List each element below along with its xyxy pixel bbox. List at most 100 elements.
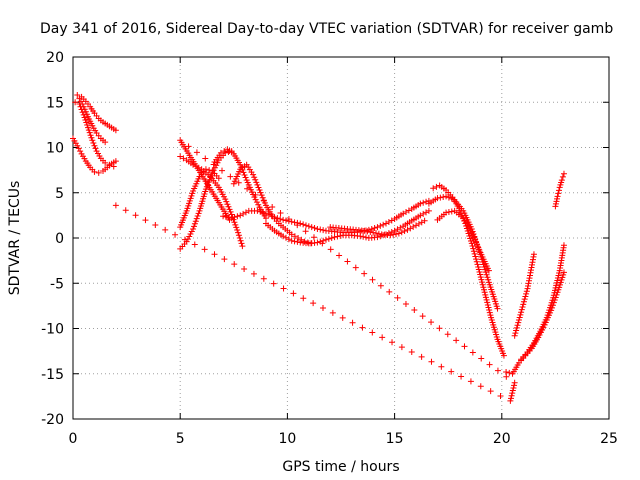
data-point-interp: [402, 300, 409, 307]
data-point-interp: [252, 176, 259, 183]
data-point-interp: [407, 225, 414, 232]
data-point-interp: [485, 304, 492, 311]
data-point-interp: [408, 349, 415, 356]
data-point-interp: [411, 307, 418, 314]
data-point-interp: [84, 122, 91, 129]
data-point-interp: [397, 224, 404, 231]
data-point-interp: [241, 171, 248, 178]
data-point: [91, 168, 98, 175]
series-sat-a: [70, 135, 119, 176]
data-point: [530, 251, 537, 258]
data-point-interp: [389, 339, 396, 346]
data-point-interp: [79, 101, 86, 108]
data-point: [383, 220, 390, 227]
data-point-interp: [438, 363, 445, 370]
data-point: [110, 163, 117, 170]
data-point-interp: [206, 167, 213, 174]
data-point-interp: [448, 368, 455, 375]
data-point-interp: [255, 184, 262, 191]
data-point-interp: [334, 233, 341, 240]
data-point-interp: [516, 314, 523, 321]
data-point-interp: [260, 275, 267, 282]
data-point-interp: [444, 331, 451, 338]
data-point-interp: [517, 311, 524, 318]
data-point-interp: [512, 330, 519, 337]
data-point-interp: [244, 185, 251, 192]
plot-frame: [72, 56, 610, 420]
data-point-interp: [514, 322, 521, 329]
data-point: [237, 212, 244, 219]
data-point-interp: [186, 233, 193, 240]
data-point: [331, 234, 338, 241]
data-point-interp: [251, 174, 258, 181]
series-sat-o: [434, 207, 492, 274]
data-point-interp: [231, 261, 238, 268]
data-point: [430, 185, 437, 192]
data-point-interp: [523, 290, 530, 297]
data-point-interp: [211, 164, 218, 171]
data-point-interp: [235, 232, 242, 239]
data-point-interp: [448, 195, 455, 202]
data-point-interp: [475, 266, 482, 273]
data-points: [70, 92, 567, 404]
data-point-interp: [361, 270, 368, 277]
data-point-interp: [319, 240, 326, 247]
data-point-interp: [352, 264, 359, 271]
data-point-interp: [388, 217, 395, 224]
data-point-interp: [377, 282, 384, 289]
data-point-interp: [184, 236, 191, 243]
data-point: [190, 225, 197, 232]
data-point-interp: [227, 208, 234, 215]
data-point-interp: [453, 337, 460, 344]
data-point-interp: [337, 232, 344, 239]
data-point: [417, 200, 424, 207]
data-point-interp: [234, 226, 241, 233]
data-point-interp: [311, 225, 318, 232]
data-point-interp: [253, 199, 260, 206]
data-point-interp: [390, 231, 397, 238]
data-point: [387, 232, 394, 239]
data-point-interp: [393, 231, 400, 238]
data-point-interp: [380, 221, 387, 228]
data-point-interp: [555, 187, 562, 194]
data-point-interp: [308, 224, 315, 231]
data-point-interp: [192, 218, 199, 225]
data-point-interp: [291, 219, 298, 226]
data-point-interp: [478, 355, 485, 362]
series-sat-c: [74, 92, 119, 134]
data-point: [106, 161, 113, 168]
data-point-interp: [88, 134, 95, 141]
y-axis-label: SDTVAR / TECUs: [7, 181, 23, 296]
data-point-interp: [291, 233, 298, 240]
data-point-interp: [388, 228, 395, 235]
data-point-interp: [87, 132, 94, 139]
data-point-interp: [418, 219, 425, 226]
data-point-interp: [484, 301, 491, 308]
data-point-interp: [302, 222, 309, 229]
data-point-interp: [231, 219, 238, 226]
data-point-interp: [320, 227, 327, 234]
data-point-interp: [363, 234, 370, 241]
data-point: [485, 267, 492, 274]
data-point-interp: [268, 212, 275, 219]
data-point: [560, 170, 567, 177]
series-sat-b: [72, 99, 117, 170]
data-point-interp: [257, 208, 264, 215]
y-tick-label: -5: [50, 276, 64, 292]
x-tick-label: 10: [278, 431, 296, 447]
data-point: [295, 235, 302, 241]
data-point-interp: [242, 209, 249, 216]
data-point: [288, 237, 295, 244]
data-point-interp: [221, 148, 228, 155]
data-point-interp: [485, 276, 492, 283]
data-point-interp: [193, 215, 200, 222]
series-sat-t: [112, 137, 518, 404]
data-point: [215, 175, 222, 182]
y-tick-label: 20: [46, 50, 64, 66]
data-point-interp: [277, 210, 284, 217]
data-point-interp: [142, 217, 149, 224]
data-point-interp: [224, 201, 231, 208]
data-point-interp: [477, 274, 484, 281]
data-point-interp: [418, 353, 425, 360]
